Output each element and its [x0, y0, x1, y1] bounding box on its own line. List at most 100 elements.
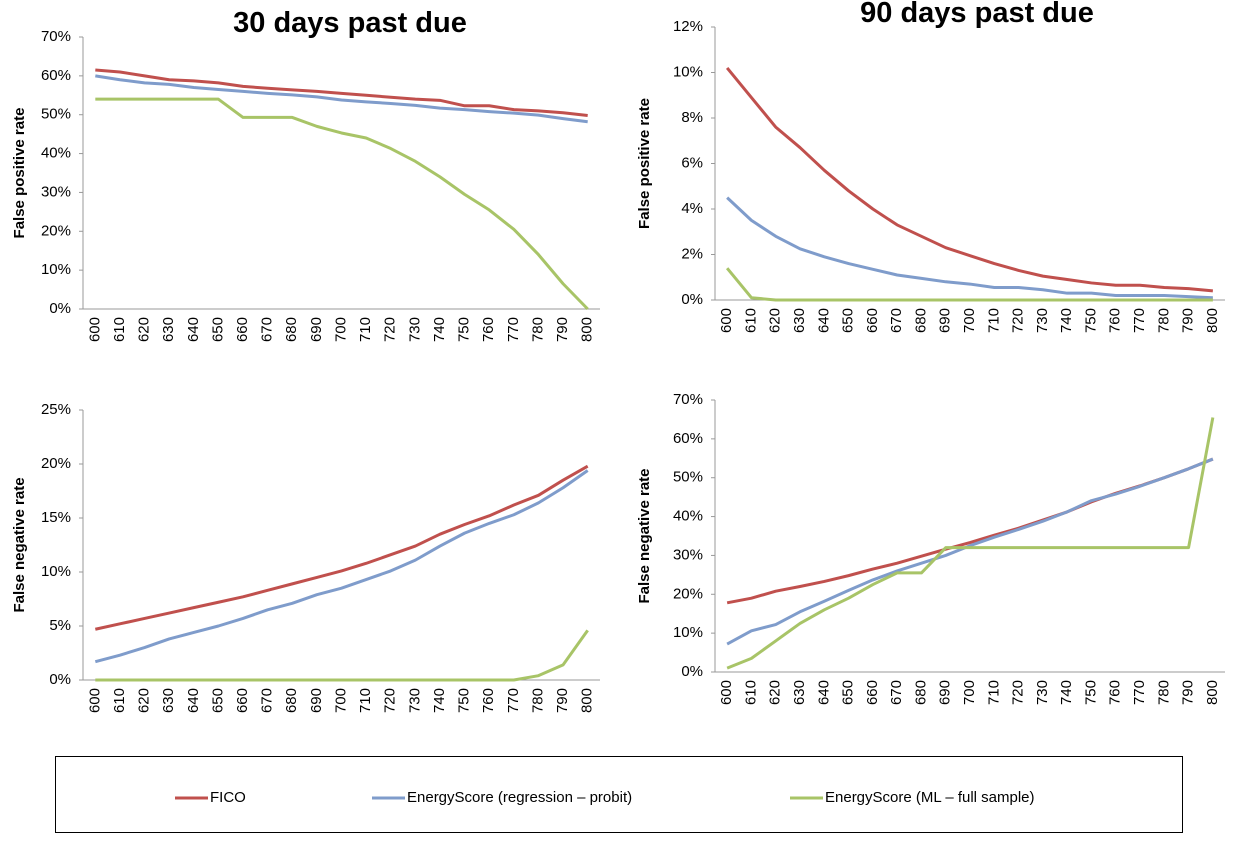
x-tick-label: 710 [357, 688, 374, 713]
x-tick-label: 730 [406, 317, 423, 342]
x-tick-label: 690 [308, 688, 325, 713]
x-tick-label: 640 [815, 680, 832, 705]
x-tick-label: 700 [332, 688, 349, 713]
series-line [95, 68, 588, 117]
x-tick-label: 700 [961, 680, 978, 705]
y-tick-label: 12% [673, 18, 703, 35]
y-tick-label: 50% [673, 469, 703, 486]
x-tick-label: 760 [1107, 308, 1124, 333]
y-tick-label: 30% [41, 183, 71, 200]
x-tick-label: 650 [209, 317, 226, 342]
y-tick-label: 0% [49, 300, 71, 317]
x-tick-label: 670 [888, 680, 905, 705]
y-tick-label: 10% [673, 63, 703, 80]
series-line [725, 66, 1213, 293]
x-tick-label: 780 [529, 688, 546, 713]
series-line [95, 629, 589, 682]
y-tick-label: 40% [41, 145, 71, 162]
x-tick-label: 650 [840, 680, 857, 705]
x-tick-label: 640 [185, 688, 202, 713]
x-tick-label: 670 [259, 688, 276, 713]
x-tick-label: 770 [1131, 680, 1148, 705]
x-tick-label: 600 [86, 688, 103, 713]
y-tick-label: 6% [681, 154, 703, 171]
x-tick-label: 800 [1204, 680, 1221, 705]
y-tick-label: 60% [673, 430, 703, 447]
series-line [726, 457, 1214, 605]
x-tick-label: 730 [1034, 308, 1051, 333]
x-tick-label: 710 [357, 317, 374, 342]
x-tick-label: 730 [406, 688, 423, 713]
y-tick-label: 0% [681, 663, 703, 680]
x-tick-label: 700 [961, 308, 978, 333]
x-tick-label: 800 [579, 688, 596, 713]
x-tick-label: 750 [1082, 308, 1099, 333]
x-tick-label: 700 [332, 317, 349, 342]
x-tick-label: 720 [382, 688, 399, 713]
legend-label: EnergyScore (regression – probit) [407, 789, 632, 806]
x-tick-label: 600 [86, 317, 103, 342]
y-tick-label: 8% [681, 109, 703, 126]
x-tick-label: 760 [480, 317, 497, 342]
legend-label: FICO [210, 789, 246, 806]
x-tick-label: 660 [864, 308, 881, 333]
x-tick-label: 740 [1058, 680, 1075, 705]
legend-box [55, 756, 1183, 833]
x-tick-label: 660 [864, 680, 881, 705]
x-tick-label: 620 [767, 308, 784, 333]
x-tick-label: 740 [1058, 308, 1075, 333]
y-tick-label: 25% [41, 401, 71, 418]
y-tick-label: 10% [41, 261, 71, 278]
y-tick-label: 20% [41, 455, 71, 472]
y-axis-label: False negative rate [11, 477, 28, 612]
x-tick-label: 720 [382, 317, 399, 342]
y-tick-label: 10% [41, 563, 71, 580]
chart-title: 90 days past due [860, 0, 1094, 29]
x-tick-label: 630 [791, 308, 808, 333]
x-tick-label: 750 [456, 317, 473, 342]
x-tick-label: 680 [912, 680, 929, 705]
x-tick-label: 680 [283, 688, 300, 713]
x-tick-label: 630 [791, 680, 808, 705]
y-tick-label: 4% [681, 200, 703, 217]
x-tick-label: 740 [431, 688, 448, 713]
series-line [726, 417, 1215, 670]
x-tick-label: 600 [718, 308, 735, 333]
x-tick-label: 770 [505, 688, 522, 713]
x-tick-label: 690 [308, 317, 325, 342]
x-tick-label: 770 [1131, 308, 1148, 333]
series-line [94, 464, 589, 631]
chart-title: 30 days past due [233, 7, 467, 39]
x-tick-label: 750 [1082, 680, 1099, 705]
x-tick-label: 650 [209, 688, 226, 713]
x-tick-label: 710 [985, 680, 1002, 705]
x-tick-label: 620 [767, 680, 784, 705]
y-tick-label: 30% [673, 546, 703, 563]
x-tick-label: 690 [937, 680, 954, 705]
series-line [726, 196, 1213, 300]
x-tick-label: 610 [111, 317, 128, 342]
x-tick-label: 610 [111, 688, 128, 713]
x-tick-label: 680 [912, 308, 929, 333]
y-tick-label: 70% [41, 28, 71, 45]
x-tick-label: 790 [554, 688, 571, 713]
x-tick-label: 780 [1155, 308, 1172, 333]
x-tick-label: 780 [529, 317, 546, 342]
y-axis-label: False positive rate [636, 98, 653, 229]
x-tick-label: 670 [888, 308, 905, 333]
x-tick-label: 750 [456, 688, 473, 713]
series-line [95, 74, 588, 124]
x-tick-label: 620 [136, 688, 153, 713]
y-tick-label: 20% [673, 585, 703, 602]
x-tick-label: 720 [1010, 680, 1027, 705]
series-line [95, 97, 589, 311]
series-line [725, 267, 1213, 302]
y-axis-label: False negative rate [636, 468, 653, 603]
x-tick-label: 630 [160, 317, 177, 342]
y-tick-label: 2% [681, 245, 703, 262]
x-tick-label: 800 [579, 317, 596, 342]
x-tick-label: 710 [985, 308, 1002, 333]
y-tick-label: 60% [41, 67, 71, 84]
